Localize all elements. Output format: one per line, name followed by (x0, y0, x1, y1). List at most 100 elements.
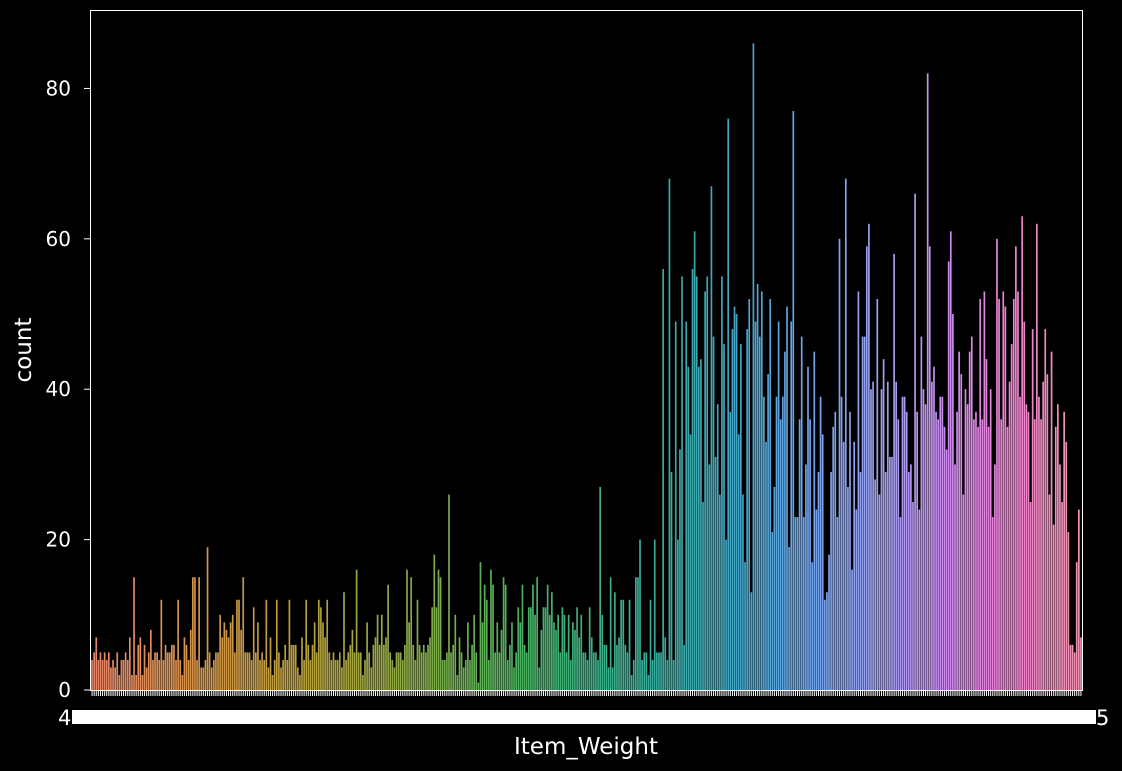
bar (345, 659, 347, 690)
x-axis-label: Item_Weight (514, 734, 658, 760)
bar (933, 366, 935, 690)
x-tick-marks (72, 690, 1096, 724)
bar (416, 599, 419, 690)
bar (708, 464, 711, 690)
bar (395, 652, 398, 690)
bar (397, 652, 400, 690)
bar (1075, 562, 1078, 690)
bar (389, 652, 392, 690)
bar (1004, 306, 1007, 690)
bar (196, 659, 198, 690)
bar (368, 652, 371, 690)
bar (809, 419, 811, 690)
bar (588, 607, 591, 690)
bar (876, 298, 879, 690)
bar (185, 644, 188, 690)
bar (168, 652, 171, 690)
bar (175, 659, 177, 690)
bar (504, 584, 507, 690)
bar (1040, 419, 1042, 690)
bar (656, 652, 658, 690)
bar (187, 659, 190, 690)
bar (823, 599, 826, 690)
bar (1023, 321, 1026, 690)
bar (177, 599, 179, 690)
bar (1002, 291, 1005, 690)
bar (515, 652, 517, 690)
bar (660, 652, 662, 690)
bar (122, 659, 125, 690)
bar (704, 291, 706, 690)
bar (584, 652, 587, 690)
bar (257, 622, 259, 690)
bar (126, 659, 129, 690)
bar (131, 674, 133, 690)
bar (1063, 411, 1065, 690)
bar (1048, 494, 1051, 690)
bar (582, 652, 585, 690)
bar (422, 644, 425, 690)
bar (261, 652, 263, 690)
bar (784, 351, 786, 690)
bar (164, 644, 167, 690)
bar (179, 659, 182, 690)
bar (366, 622, 368, 690)
bar (924, 404, 927, 690)
bar (238, 599, 240, 690)
bar (351, 629, 354, 690)
bar (332, 652, 335, 690)
bar (872, 381, 874, 690)
bar (338, 652, 341, 690)
bar (292, 644, 295, 690)
bar (979, 298, 982, 690)
bar (462, 667, 465, 690)
y-tick-label: 0 (58, 678, 71, 702)
bar (294, 644, 297, 690)
bar (1027, 411, 1030, 690)
bar (802, 517, 805, 690)
bar (857, 291, 860, 690)
bar (139, 637, 142, 690)
bar (1015, 246, 1017, 691)
bar (553, 622, 555, 690)
bar (939, 396, 942, 690)
bar (536, 577, 538, 690)
bar (819, 396, 822, 690)
bar (710, 186, 713, 690)
bar (378, 644, 381, 690)
bar (233, 652, 236, 690)
bar (754, 321, 757, 690)
bar (103, 652, 106, 690)
bar (229, 622, 232, 690)
bar (664, 637, 667, 690)
bar (849, 411, 851, 690)
bar (956, 411, 958, 690)
bar (523, 644, 526, 690)
bar (120, 659, 123, 690)
bar (475, 652, 478, 690)
bar (687, 366, 690, 690)
bar (534, 614, 536, 690)
bar (437, 569, 440, 690)
bar (341, 667, 343, 690)
bar (362, 674, 364, 690)
bar (309, 659, 312, 690)
bar (847, 486, 849, 690)
bar (792, 111, 795, 690)
bar (721, 276, 723, 690)
bar (170, 644, 173, 690)
bar (966, 404, 969, 690)
bar (154, 652, 156, 690)
bar (374, 637, 377, 690)
bar (794, 517, 797, 690)
bar (152, 659, 154, 690)
bar (714, 456, 717, 690)
bar (670, 471, 673, 690)
bar (941, 396, 944, 690)
bar (467, 622, 469, 690)
bar (893, 253, 895, 690)
bar (357, 652, 360, 690)
bar (498, 652, 501, 690)
bar (1046, 374, 1049, 690)
bar (826, 592, 828, 690)
